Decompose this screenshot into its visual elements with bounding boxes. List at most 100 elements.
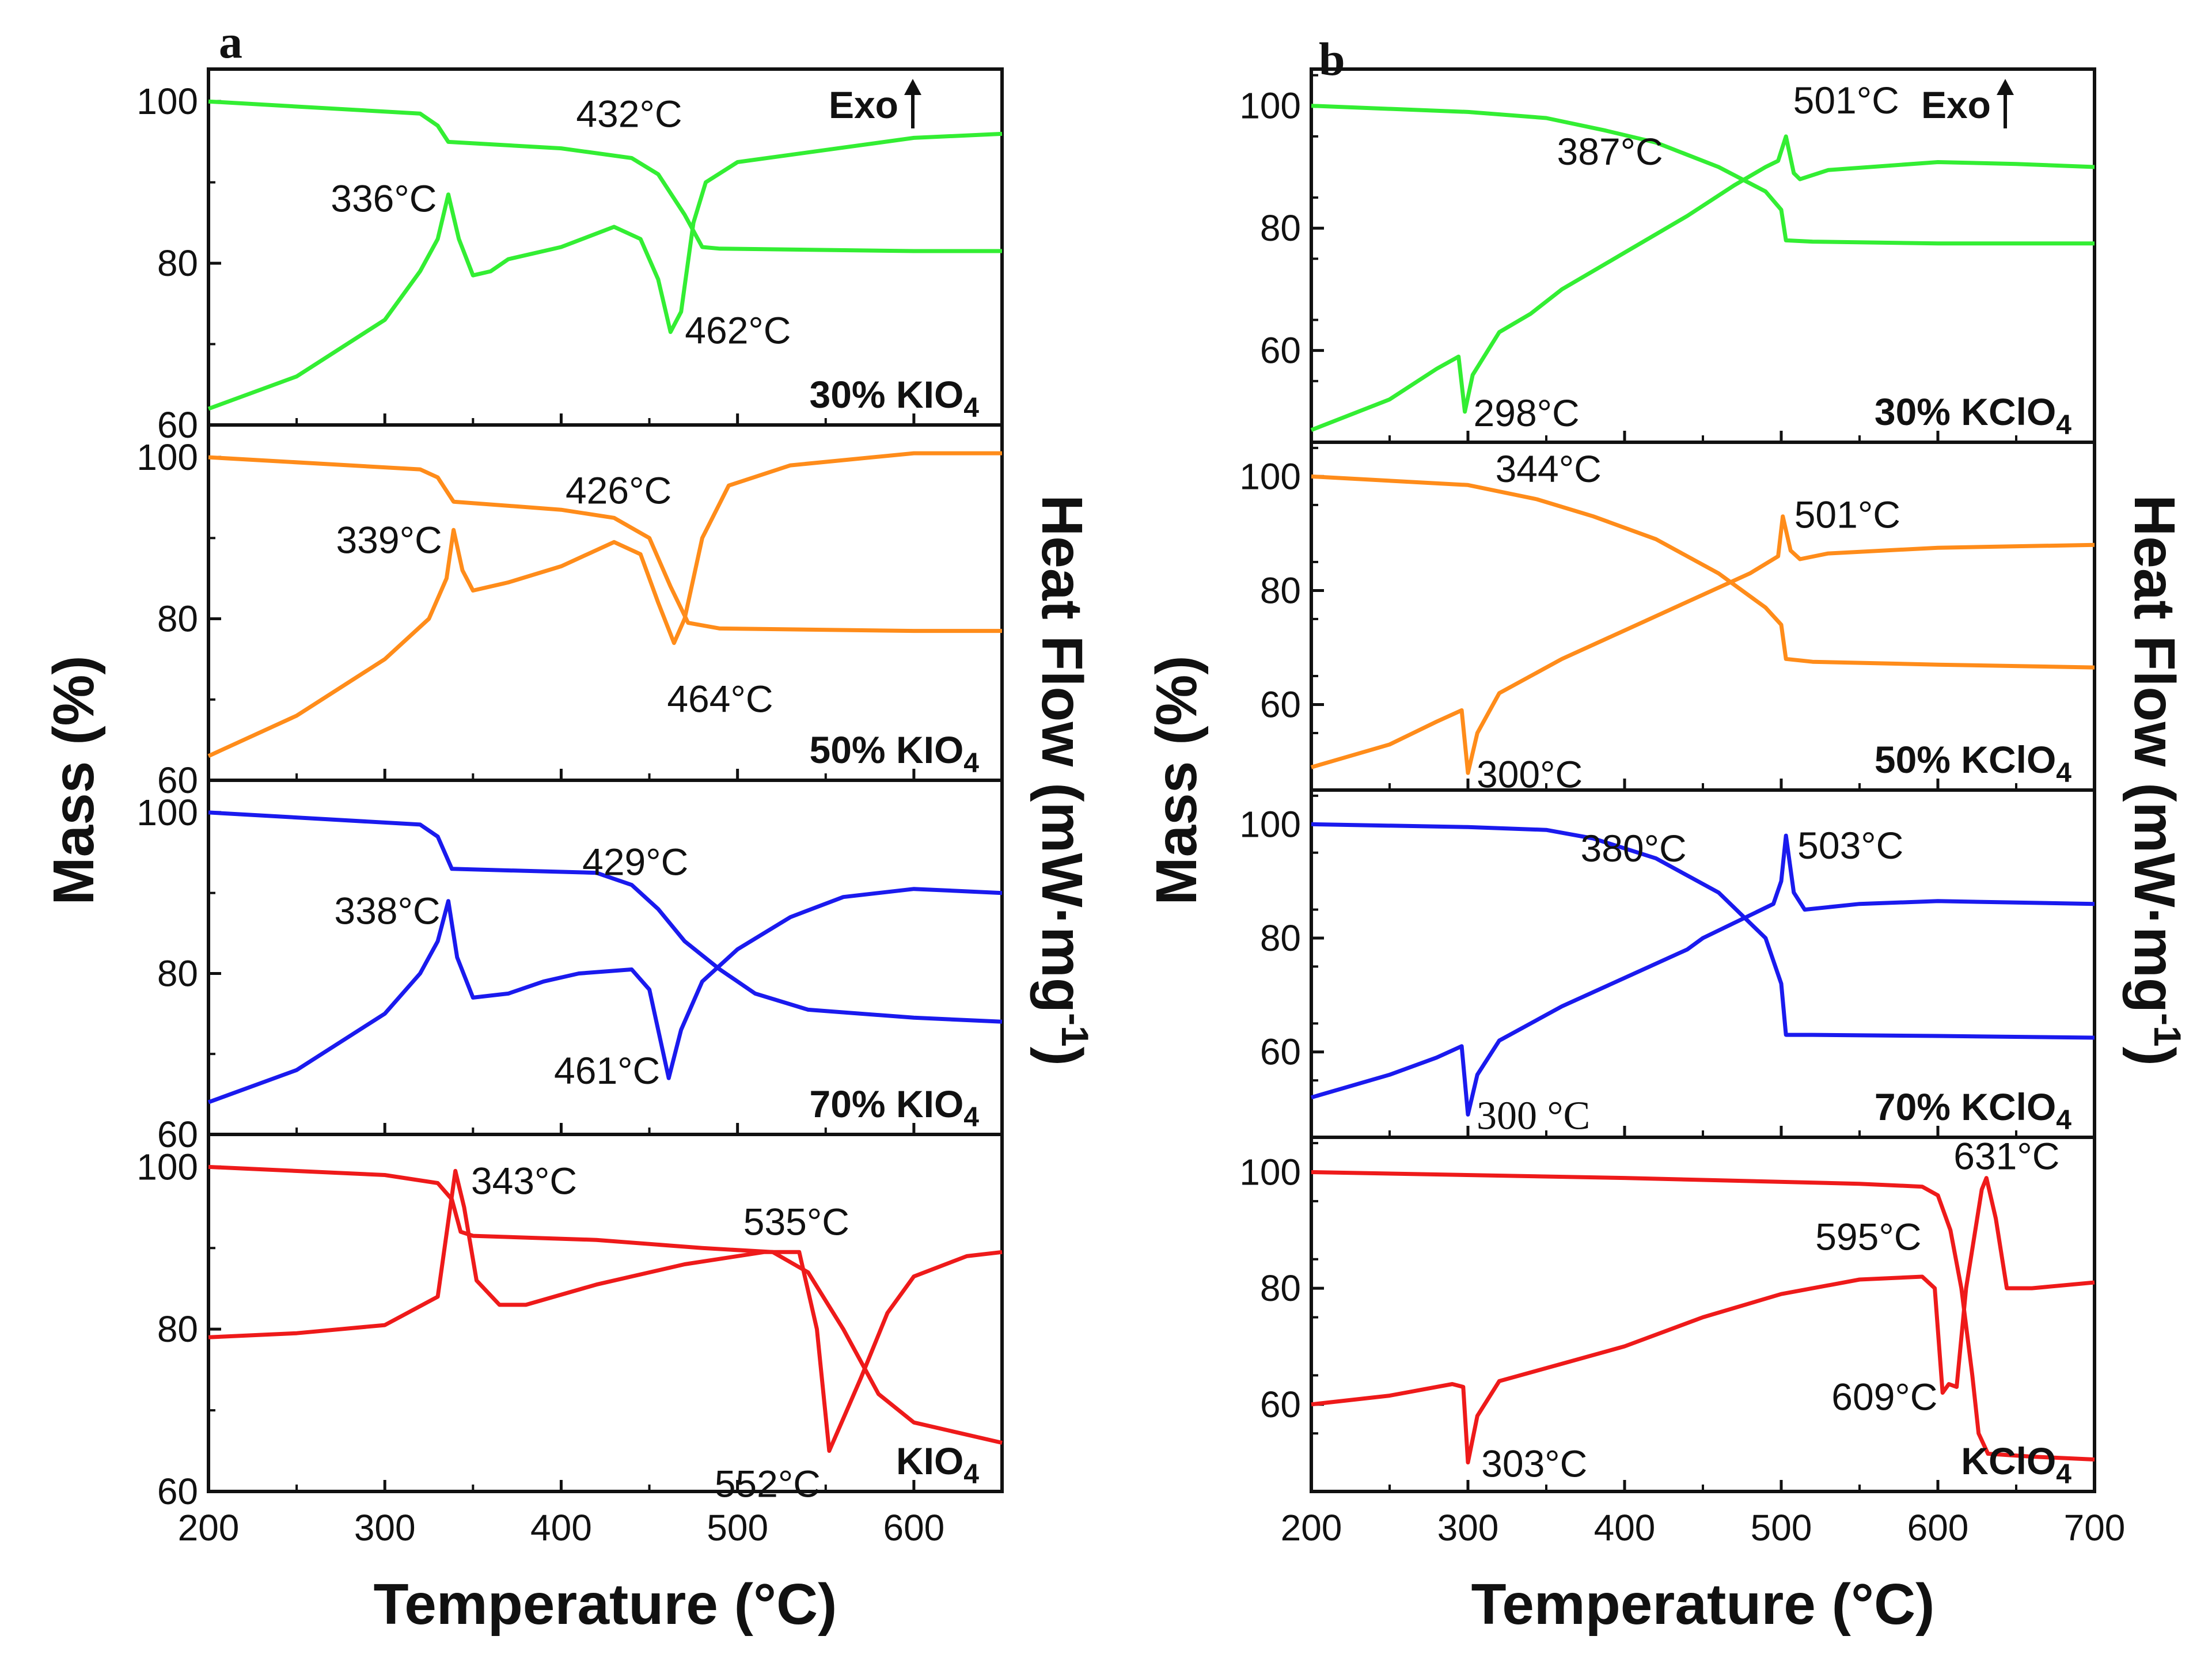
sample-label-main: 30% KClO [1875, 390, 2056, 433]
peak-annotation: 298°C [1474, 392, 1580, 434]
y-tick-label: 100 [1239, 455, 1301, 497]
peak-annotation: 535°C [743, 1200, 849, 1243]
y-tick-label: 60 [1260, 1031, 1301, 1073]
peak-annotation: 503°C [1797, 824, 1903, 867]
sample-label-subscript: 4 [963, 1102, 979, 1133]
sample-label-main: 50% KClO [1875, 738, 2056, 781]
sample-label: 70% KIO4 [810, 1083, 980, 1133]
heat-flow-curve [207, 131, 1003, 411]
sample-label-subscript: 4 [963, 748, 979, 779]
y-tick-label: 80 [157, 242, 198, 284]
y-tick-label: 60 [157, 404, 198, 446]
sample-label-subscript: 4 [2056, 1459, 2071, 1490]
x-tick-label: 600 [1907, 1507, 1969, 1548]
peak-annotation: 461°C [554, 1049, 660, 1092]
peak-annotation: 464°C [667, 678, 773, 720]
y-axis-title-left: Mass (%) [41, 655, 106, 905]
mass-curve [1311, 1170, 2095, 1462]
y-axis-title-right-end: ) [2122, 1047, 2187, 1066]
y-axis-title-right: Heat Flow (mW·mg-1) [1030, 495, 1096, 1066]
subplot-a-4: 60 80 100 343°C 535°C 552°C KIO4 [136, 1133, 1004, 1512]
peak-annotation: 595°C [1815, 1216, 1921, 1258]
peak-annotation: 501°C [1793, 79, 1899, 122]
subplot-b-3: 60 80 100 300 °C 380°C 503°C 70% KClO4 [1239, 788, 2096, 1139]
y-tick-label: 80 [1260, 1267, 1301, 1309]
subplot-frame [207, 1133, 1004, 1493]
y-tick-label: 100 [136, 81, 198, 122]
y-axis-title-left: Mass (%) [1144, 655, 1209, 905]
x-tick-label: 400 [530, 1507, 592, 1548]
heat-flow-curve [208, 1168, 1003, 1453]
x-tick-label: 700 [2064, 1507, 2126, 1548]
exo-arrowhead-icon [1997, 79, 2014, 95]
y-axis-title-right-main: Heat Flow (mW·mg [1030, 495, 1094, 1013]
heat-flow-curve [207, 451, 1002, 758]
peak-annotation: 387°C [1557, 130, 1663, 173]
subplot-b-4: 60 80 100 303°C 595°C 609°C 631°C KClO4 [1239, 1135, 2096, 1493]
x-tick-label: 300 [1437, 1507, 1499, 1548]
heat-flow-curve [1311, 833, 2095, 1117]
x-axis-title: Temperature (°C) [1471, 1572, 1935, 1637]
exo-label: Exo [1921, 83, 1991, 126]
peak-annotation: 501°C [1794, 494, 1900, 536]
sample-label: 50% KClO4 [1875, 738, 2071, 788]
peak-annotation: 344°C [1496, 447, 1602, 490]
subplot-a-1: 60 80 100 336°C 432°C 462°C 30% KIO4 Exo [136, 67, 1004, 446]
y-tick-label: 80 [157, 952, 198, 994]
y-tick-label: 100 [1239, 85, 1301, 127]
y-tick-label: 100 [1239, 1151, 1301, 1193]
peak-annotation: 552°C [715, 1463, 821, 1505]
peak-annotation: 343°C [471, 1159, 577, 1202]
x-tick-label: 200 [1281, 1507, 1342, 1548]
y-tick-label: 60 [157, 1114, 198, 1155]
y-axis-title-right-main: Heat Flow (mW·mg [2122, 495, 2187, 1013]
peak-annotation: 462°C [685, 309, 791, 351]
y-axis-title-right-sup: -1 [2146, 1013, 2189, 1047]
subplot-b-1: 60 80 100 298°C 387°C 501°C 30% KClO4 Exo [1239, 67, 2096, 444]
heat-flow-curve [1310, 134, 2095, 432]
peak-annotation: 336°C [331, 177, 437, 220]
peak-annotation: 303°C [1481, 1443, 1587, 1485]
mass-curve [1311, 104, 2095, 246]
sample-label-subscript: 4 [2056, 410, 2071, 441]
x-tick-label: 200 [178, 1507, 240, 1548]
sample-label: 30% KIO4 [810, 373, 980, 423]
y-tick-label: 80 [157, 1308, 198, 1350]
heat-flow-curve [207, 887, 1003, 1104]
exo-arrowhead-icon [904, 79, 921, 95]
y-tick-label: 80 [1260, 207, 1301, 249]
subplot-a-3: 60 80 100 338°C 429°C 461°C 70% KIO4 [136, 779, 1004, 1155]
peak-annotation: 609°C [1831, 1376, 1937, 1418]
x-tick-label: 500 [1751, 1507, 1812, 1548]
peak-annotation: 300 °C [1477, 1094, 1590, 1138]
mass-curve [1311, 822, 2095, 1040]
mass-curve [208, 99, 1002, 253]
exo-label: Exo [829, 83, 898, 126]
mass-curve [1311, 474, 2095, 670]
sample-label-main: 70% KClO [1875, 1085, 2056, 1128]
y-axis-title-right: Heat Flow (mW·mg-1) [2122, 495, 2189, 1066]
subplot-a-2: 60 80 100 339°C 426°C 464°C 50% KIO4 [136, 423, 1004, 801]
peak-annotation: 338°C [334, 890, 440, 932]
y-tick-label: 100 [1239, 803, 1301, 845]
sample-label-main: KClO [1961, 1440, 2056, 1482]
peak-annotation: 380°C [1581, 827, 1687, 870]
y-tick-label: 60 [157, 760, 198, 801]
y-tick-label: 80 [1260, 917, 1301, 959]
y-tick-label: 100 [136, 792, 198, 833]
peak-annotation: 339°C [336, 518, 442, 561]
sample-label: 30% KClO4 [1875, 390, 2071, 441]
sample-label-subscript: 4 [963, 1459, 979, 1490]
panel-letter: a [219, 16, 242, 68]
y-tick-label: 60 [157, 1471, 198, 1512]
heat-flow-curve [1311, 514, 2095, 775]
peak-annotation: 426°C [566, 469, 671, 511]
x-tick-label: 400 [1594, 1507, 1656, 1548]
mass-curve [208, 1164, 1003, 1445]
x-tick-label: 300 [354, 1507, 416, 1548]
sample-label-main: 70% KIO [810, 1083, 964, 1125]
sample-label-subscript: 4 [963, 393, 979, 423]
